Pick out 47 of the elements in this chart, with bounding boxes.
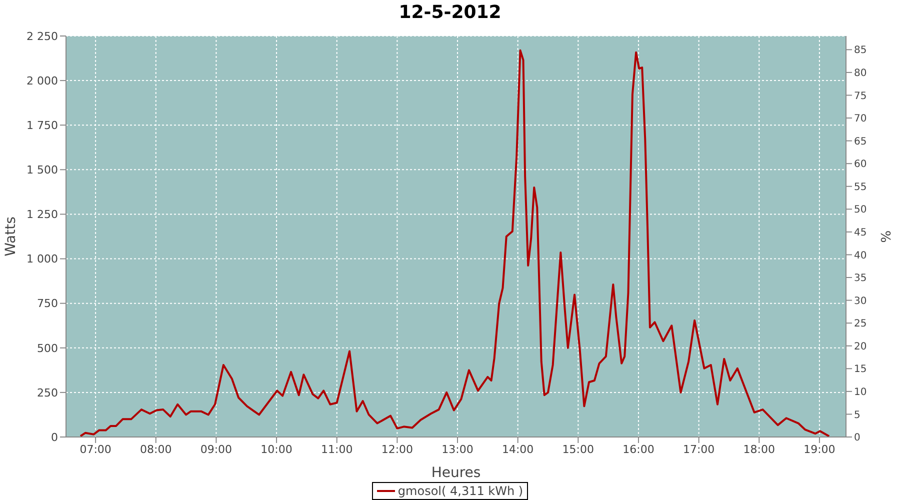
y-tick-label: 1 500 <box>26 164 58 177</box>
y-tick-label: 250 <box>37 386 58 400</box>
y2-tick-label: 80 <box>854 68 867 80</box>
y-axis-title: Watts <box>2 216 19 256</box>
x-tick-label: 15:00 <box>562 442 594 456</box>
x-tick-label: 17:00 <box>682 442 715 456</box>
line-series <box>79 49 830 437</box>
y2-tick-label: 5 <box>854 410 860 421</box>
y2-tick-label: 20 <box>854 341 867 352</box>
x-tick-label: 12:00 <box>381 442 414 456</box>
x-tick-label: 13:00 <box>442 442 474 456</box>
y2-tick-label: 50 <box>854 204 867 216</box>
x-tick-label: 09:00 <box>200 442 232 456</box>
x-axis-title: Heures <box>431 465 481 481</box>
y-tick-label: 0 <box>51 430 58 444</box>
y-tick-label: 1 250 <box>26 208 58 222</box>
x-tick-label: 19:00 <box>804 442 836 456</box>
y-tick-label: 2 250 <box>26 30 58 43</box>
legend-label: gmosol( 4,311 kWh ) <box>396 484 524 498</box>
x-tick-label: 07:00 <box>80 442 112 456</box>
y2-tick-label: 15 <box>854 364 867 376</box>
y-tick-label: 1 000 <box>26 252 58 266</box>
y2-tick-label: 55 <box>854 182 867 193</box>
y2-tick-label: 40 <box>854 250 867 262</box>
y2-tick-label: 10 <box>854 386 867 398</box>
y2-tick-label: 60 <box>854 159 867 170</box>
x-tick-label: 11:00 <box>321 442 353 456</box>
x-tick-label: 10:00 <box>260 442 292 456</box>
x-tick-label: 16:00 <box>622 442 654 456</box>
y2-tick-label: 30 <box>854 296 867 307</box>
y2-axis-title: % <box>880 230 895 243</box>
y2-tick-label: 45 <box>854 227 867 238</box>
x-tick-label: 14:00 <box>502 442 534 456</box>
y-tick-label: 750 <box>37 297 58 310</box>
y2-tick-label: 35 <box>854 273 867 284</box>
y2-tick-label: 25 <box>854 318 867 330</box>
x-tick-label: 08:00 <box>140 442 172 456</box>
y2-tick-label: 65 <box>854 136 867 148</box>
y2-tick-label: 0 <box>854 432 860 444</box>
x-tick-label: 18:00 <box>743 442 775 456</box>
y2-tick-label: 70 <box>854 114 867 125</box>
chart-title: 12-5-2012 <box>398 1 502 25</box>
y-tick-label: 1 750 <box>26 119 58 132</box>
y2-tick-label: 85 <box>854 45 867 56</box>
y-tick-label: 2 000 <box>26 74 58 88</box>
y-tick-label: 500 <box>37 342 58 355</box>
y2-tick-label: 75 <box>854 90 867 102</box>
